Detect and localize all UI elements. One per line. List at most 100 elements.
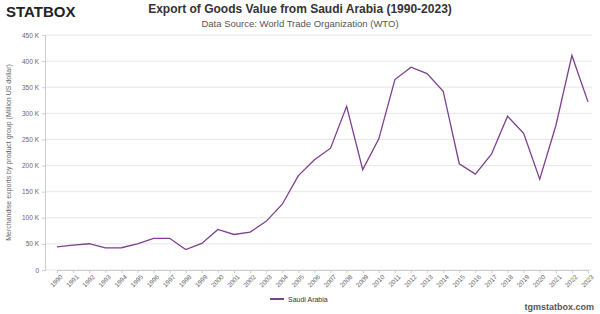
- tick-label: 2018: [499, 273, 514, 288]
- tick: 200 K: [22, 162, 45, 169]
- grid-line: [45, 165, 592, 166]
- tick-mark: [524, 270, 525, 273]
- tick: 2009: [354, 270, 369, 288]
- legend: Saudi Arabia: [270, 296, 328, 303]
- tick-label: 1998: [177, 273, 192, 288]
- tick-label: 200 K: [22, 162, 40, 169]
- tick-label: 300 K: [22, 110, 40, 117]
- x-axis: 1990199119921993199419951996199719981999…: [49, 270, 595, 288]
- tick-mark: [42, 192, 45, 193]
- tick-label: 1996: [145, 273, 160, 288]
- logo: STATBOX: [6, 3, 75, 20]
- tick-mark: [411, 270, 412, 273]
- tick-mark: [491, 270, 492, 273]
- tick-mark: [42, 166, 45, 167]
- tick: 1990: [49, 270, 64, 288]
- tick-label: 250 K: [22, 136, 40, 143]
- tick: 2006: [306, 270, 321, 288]
- grid-line: [45, 87, 592, 88]
- tick-mark: [73, 270, 74, 273]
- tick: 300 K: [22, 110, 45, 117]
- tick-mark: [42, 113, 45, 114]
- tick-mark: [42, 87, 45, 88]
- tick-mark: [379, 270, 380, 273]
- tick: 1991: [65, 270, 80, 288]
- tick: 2019: [515, 270, 530, 288]
- tick-label: 2007: [322, 273, 337, 288]
- grid-line: [45, 139, 592, 140]
- tick-mark: [427, 270, 428, 273]
- tick: 1995: [129, 270, 144, 288]
- tick-label: 2010: [370, 273, 385, 288]
- tick: 2018: [499, 270, 514, 288]
- tick-mark: [234, 270, 235, 273]
- tick: 0: [35, 267, 45, 274]
- tick: 1994: [113, 270, 128, 288]
- tick: 2004: [274, 270, 289, 288]
- tick-label: 150 K: [22, 188, 40, 195]
- tick: 1993: [97, 270, 112, 288]
- tick-label: 2017: [483, 273, 498, 288]
- tick-mark: [588, 270, 589, 273]
- tick: 1997: [161, 270, 176, 288]
- tick-mark: [186, 270, 187, 273]
- tick: 150 K: [22, 188, 45, 195]
- tick: 50 K: [26, 240, 45, 247]
- tick: 400 K: [22, 58, 45, 65]
- tick-label: 100 K: [22, 214, 40, 221]
- tick-label: 450 K: [22, 32, 40, 39]
- tick-mark: [314, 270, 315, 273]
- tick: 2000: [210, 270, 225, 288]
- watermark: tgmstatbox.com: [524, 302, 594, 312]
- tick: 1996: [145, 270, 160, 288]
- tick-label: 1991: [65, 273, 80, 288]
- chart: STATBOX Export of Goods Value from Saudi …: [0, 0, 600, 314]
- tick-mark: [363, 270, 364, 273]
- grid: [45, 35, 592, 270]
- y-axis-title: Merchandise exports by product group (Mi…: [5, 64, 13, 241]
- tick-mark: [42, 270, 45, 271]
- tick-mark: [572, 270, 573, 273]
- tick-label: 1999: [193, 273, 208, 288]
- tick-label: 0: [35, 267, 39, 274]
- grid-line: [45, 217, 592, 218]
- tick-mark: [508, 270, 509, 273]
- tick-label: 350 K: [22, 84, 40, 91]
- tick-label: 2001: [226, 273, 241, 288]
- grid-line: [45, 243, 592, 244]
- tick-label: 2020: [531, 273, 546, 288]
- tick-label: 2005: [290, 273, 305, 288]
- title: Export of Goods Value from Saudi Arabia …: [148, 2, 452, 16]
- tick: 2013: [419, 270, 434, 288]
- tick-label: 2008: [338, 273, 353, 288]
- tick-label: 2002: [242, 273, 257, 288]
- grid-line: [45, 35, 592, 36]
- tick-mark: [443, 270, 444, 273]
- tick-label: 2023: [580, 273, 595, 288]
- tick: 2012: [403, 270, 418, 288]
- tick-mark: [218, 270, 219, 273]
- tick: 1992: [81, 270, 96, 288]
- series-line: [57, 55, 588, 249]
- tick-mark: [331, 270, 332, 273]
- tick-mark: [395, 270, 396, 273]
- tick-label: 2004: [274, 273, 289, 288]
- tick-mark: [42, 218, 45, 219]
- tick: 2015: [451, 270, 466, 288]
- tick-label: 50 K: [26, 240, 40, 247]
- tick-label: 400 K: [22, 58, 40, 65]
- tick-mark: [475, 270, 476, 273]
- tick-mark: [459, 270, 460, 273]
- tick-label: 2012: [403, 273, 418, 288]
- tick-mark: [540, 270, 541, 273]
- y-axis: 0 50 K 100 K 150 K 200 K 250 K 300 K 350 K 400 K…: [22, 32, 46, 274]
- grid-line: [45, 191, 592, 192]
- tick: 2023: [580, 270, 595, 288]
- legend-label[interactable]: Saudi Arabia: [288, 296, 328, 303]
- tick-label: 2015: [451, 273, 466, 288]
- tick-mark: [42, 35, 45, 36]
- tick: 100 K: [22, 214, 45, 221]
- tick: 2008: [338, 270, 353, 288]
- tick-mark: [89, 270, 90, 273]
- tick: 450 K: [22, 32, 45, 39]
